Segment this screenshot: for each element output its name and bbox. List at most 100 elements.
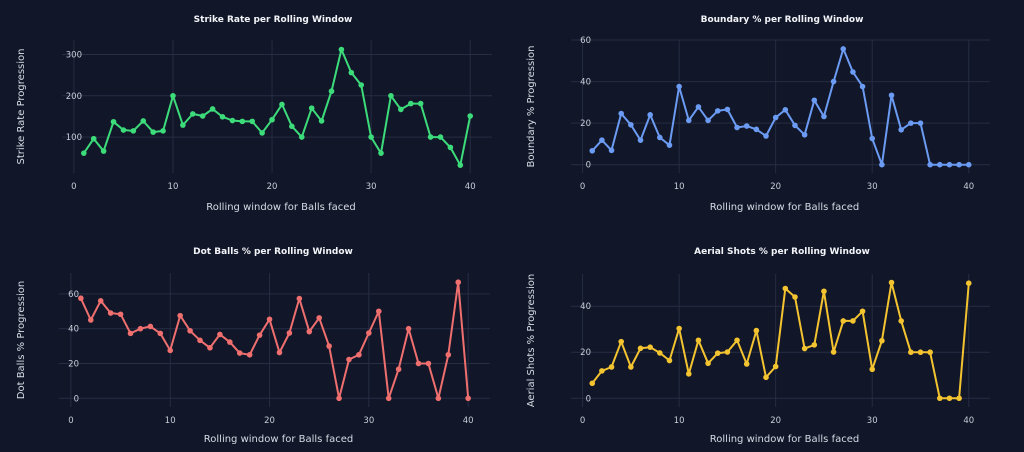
data-point[interactable]	[743, 361, 750, 367]
data-point[interactable]	[316, 315, 322, 321]
data-point[interactable]	[100, 148, 107, 154]
data-point[interactable]	[375, 308, 382, 315]
data-point[interactable]	[956, 395, 962, 402]
data-point[interactable]	[177, 312, 183, 319]
data-point[interactable]	[753, 126, 760, 133]
data-point[interactable]	[437, 134, 444, 140]
data-point[interactable]	[801, 345, 808, 352]
data-point[interactable]	[306, 328, 313, 335]
data-point[interactable]	[87, 317, 94, 323]
data-point[interactable]	[97, 298, 104, 304]
data-point[interactable]	[405, 325, 412, 332]
data-point[interactable]	[199, 113, 206, 119]
data-point[interactable]	[457, 162, 464, 168]
data-point[interactable]	[888, 279, 895, 286]
data-point[interactable]	[705, 117, 711, 124]
data-point[interactable]	[170, 92, 176, 99]
data-point[interactable]	[763, 133, 769, 139]
data-point[interactable]	[455, 279, 462, 286]
data-point[interactable]	[956, 161, 962, 168]
data-point[interactable]	[395, 366, 402, 373]
data-point[interactable]	[917, 349, 924, 356]
data-point[interactable]	[734, 337, 740, 344]
data-point[interactable]	[647, 344, 653, 350]
data-point[interactable]	[187, 327, 193, 334]
data-point[interactable]	[388, 92, 394, 99]
data-point[interactable]	[90, 135, 97, 142]
data-point[interactable]	[724, 349, 731, 355]
data-point[interactable]	[657, 134, 663, 141]
data-point[interactable]	[888, 92, 895, 99]
data-point[interactable]	[724, 106, 731, 113]
data-point[interactable]	[666, 142, 673, 148]
data-point[interactable]	[229, 117, 236, 124]
data-point[interactable]	[714, 108, 721, 114]
data-point[interactable]	[256, 332, 263, 338]
data-point[interactable]	[338, 46, 345, 53]
data-point[interactable]	[599, 137, 605, 143]
data-point[interactable]	[772, 114, 779, 121]
data-point[interactable]	[830, 78, 837, 85]
data-point[interactable]	[328, 88, 335, 95]
data-point[interactable]	[599, 368, 605, 374]
data-point[interactable]	[150, 129, 156, 135]
data-point[interactable]	[753, 327, 760, 334]
data-point[interactable]	[78, 295, 84, 302]
data-point[interactable]	[398, 106, 404, 113]
data-point[interactable]	[965, 280, 972, 287]
data-point[interactable]	[850, 69, 856, 75]
data-point[interactable]	[589, 147, 596, 154]
data-point[interactable]	[289, 123, 295, 130]
data-point[interactable]	[249, 118, 256, 125]
data-point[interactable]	[676, 325, 682, 332]
data-point[interactable]	[425, 360, 432, 367]
data-point[interactable]	[346, 356, 352, 363]
data-point[interactable]	[80, 150, 87, 156]
data-point[interactable]	[246, 351, 253, 358]
data-point[interactable]	[366, 330, 372, 336]
data-point[interactable]	[705, 360, 711, 367]
data-point[interactable]	[298, 134, 305, 140]
data-point[interactable]	[666, 357, 673, 364]
data-point[interactable]	[368, 134, 374, 140]
data-point[interactable]	[685, 117, 692, 124]
data-point[interactable]	[743, 123, 750, 129]
data-point[interactable]	[850, 318, 856, 324]
data-point[interactable]	[792, 294, 798, 300]
data-point[interactable]	[326, 343, 332, 349]
data-point[interactable]	[840, 318, 847, 324]
data-point[interactable]	[217, 331, 223, 338]
data-point[interactable]	[336, 395, 342, 402]
data-point[interactable]	[936, 161, 943, 168]
data-point[interactable]	[127, 330, 134, 337]
data-point[interactable]	[589, 380, 596, 387]
data-point[interactable]	[676, 83, 682, 90]
data-point[interactable]	[840, 46, 847, 52]
data-point[interactable]	[811, 97, 818, 104]
data-point[interactable]	[120, 127, 127, 133]
data-point[interactable]	[417, 100, 424, 107]
data-point[interactable]	[946, 395, 953, 402]
data-point[interactable]	[608, 364, 615, 370]
data-point[interactable]	[801, 131, 808, 138]
data-point[interactable]	[465, 395, 471, 402]
data-point[interactable]	[618, 338, 625, 345]
data-point[interactable]	[180, 122, 186, 128]
data-point[interactable]	[782, 107, 789, 113]
data-point[interactable]	[209, 106, 216, 112]
data-point[interactable]	[358, 82, 365, 88]
data-point[interactable]	[140, 118, 147, 124]
data-point[interactable]	[167, 347, 174, 354]
data-point[interactable]	[189, 111, 196, 117]
data-point[interactable]	[637, 345, 644, 352]
data-point[interactable]	[415, 360, 422, 367]
data-point[interactable]	[618, 110, 625, 117]
data-point[interactable]	[318, 118, 325, 124]
data-point[interactable]	[147, 323, 154, 330]
data-point[interactable]	[286, 330, 293, 336]
data-point[interactable]	[879, 161, 885, 168]
data-point[interactable]	[348, 69, 355, 76]
data-point[interactable]	[647, 112, 653, 118]
data-point[interactable]	[898, 318, 904, 324]
data-point[interactable]	[427, 134, 434, 140]
